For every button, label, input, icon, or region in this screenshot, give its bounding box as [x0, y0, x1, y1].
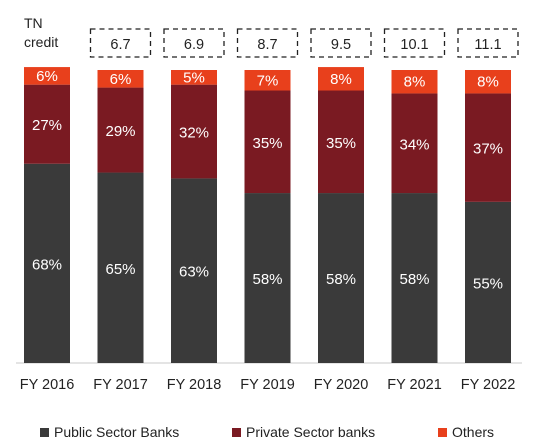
data-label: 65%: [105, 261, 135, 278]
bar-segment-others: [391, 70, 438, 94]
bar-segment-private-sector-banks: [244, 90, 291, 194]
credit-value-label: 6.7: [110, 37, 130, 53]
x-tick-label: FY 2021: [387, 377, 442, 393]
data-label: 6%: [110, 71, 132, 88]
credit-value-label: 10.1: [400, 37, 428, 53]
credit-value-box: [310, 28, 372, 58]
bar-segment-public-sector-banks: [391, 193, 438, 363]
data-label: 58%: [399, 271, 429, 288]
legend-swatch-others: [438, 428, 447, 437]
bar-segment-public-sector-banks: [97, 172, 144, 363]
credit-header-title: TN: [24, 15, 43, 31]
bar-segment-private-sector-banks: [171, 84, 217, 179]
credit-header-title: credit: [24, 34, 58, 50]
x-tick-label: FY 2016: [20, 377, 75, 393]
data-label: 29%: [105, 123, 135, 140]
credit-value-label: 6.9: [184, 37, 204, 53]
x-tick-label: FY 2017: [93, 377, 148, 393]
legend-label: Public Sector Banks: [54, 424, 179, 440]
data-label: 7%: [257, 72, 279, 89]
bar-segment-others: [97, 70, 144, 88]
bar-segment-private-sector-banks: [465, 93, 511, 202]
data-label: 58%: [326, 271, 356, 288]
bar-segment-public-sector-banks: [171, 178, 217, 363]
data-label: 32%: [179, 125, 209, 142]
legend-label: Others: [452, 424, 494, 440]
x-tick-label: FY 2019: [240, 377, 295, 393]
bar-segment-others: [465, 70, 511, 94]
data-label: 8%: [404, 74, 426, 91]
data-label: 34%: [399, 136, 429, 153]
credit-value-box: [383, 28, 446, 58]
data-label: 35%: [252, 135, 282, 152]
data-label: 8%: [330, 71, 352, 88]
data-label: 37%: [473, 141, 503, 158]
data-label: 58%: [252, 271, 282, 288]
credit-value-label: 9.5: [331, 37, 351, 53]
data-label: 63%: [179, 264, 209, 281]
x-tick-label: FY 2018: [167, 377, 222, 393]
bar-segment-private-sector-banks: [391, 93, 438, 194]
credit-value-box: [163, 28, 225, 58]
credit-value-box: [236, 28, 299, 58]
legend-swatch-private-sector-banks: [232, 428, 241, 437]
data-label: 55%: [473, 275, 503, 292]
credit-value-box: [457, 28, 519, 58]
x-tick-label: FY 2020: [314, 377, 369, 393]
legend-label: Private Sector banks: [246, 424, 375, 440]
data-label: 35%: [326, 135, 356, 152]
bar-segment-others: [24, 67, 70, 85]
bar-segment-private-sector-banks: [97, 87, 144, 173]
legend-swatch-public-sector-banks: [40, 428, 49, 437]
credit-value-label: 11.1: [474, 37, 501, 53]
bar-segment-private-sector-banks: [24, 84, 70, 164]
bar-segment-public-sector-banks: [244, 193, 291, 363]
data-label: 68%: [32, 256, 62, 273]
bar-segment-public-sector-banks: [318, 193, 364, 363]
credit-value-label: 8.7: [257, 37, 277, 53]
x-tick-label: FY 2022: [461, 377, 516, 393]
bar-segment-public-sector-banks: [465, 201, 511, 363]
data-label: 27%: [32, 117, 62, 134]
bar-segment-others: [171, 70, 217, 85]
data-label: 5%: [183, 69, 205, 86]
data-label: 8%: [477, 74, 499, 91]
bar-segment-others: [244, 70, 291, 91]
bar-segment-public-sector-banks: [24, 163, 70, 363]
credit-value-box: [89, 28, 152, 58]
bar-segment-others: [318, 67, 364, 91]
bar-segment-private-sector-banks: [318, 90, 364, 194]
data-label: 6%: [36, 68, 58, 85]
